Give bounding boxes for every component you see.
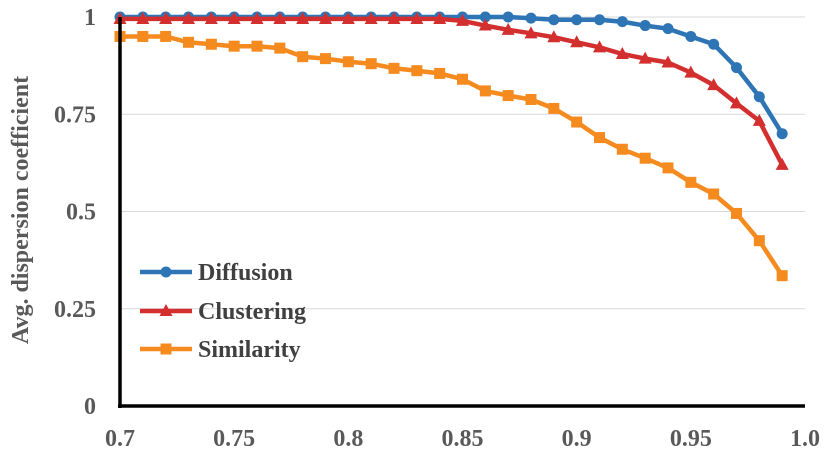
clustering-point — [250, 11, 264, 24]
diffusion-point — [753, 91, 765, 103]
diffusion-point — [639, 20, 651, 32]
y-axis-ticks: 0 0.25 0.5 0.75 1 — [54, 5, 96, 420]
clustering-point — [433, 11, 447, 24]
diffusion-point — [616, 16, 628, 28]
clustering-point — [501, 22, 515, 35]
clustering-point — [547, 30, 561, 43]
x-tick-label: 0.9 — [562, 426, 592, 452]
clustering-point — [524, 26, 538, 39]
clustering-point — [159, 11, 173, 24]
similarity-point — [662, 162, 674, 174]
similarity-point — [685, 176, 697, 188]
legend-clustering-marker — [159, 304, 173, 316]
clustering-point — [341, 11, 355, 24]
clustering-point — [387, 11, 401, 24]
y-axis-title: Avg. dispersion coefficient — [8, 76, 34, 344]
similarity-point — [205, 38, 217, 50]
similarity-point — [137, 30, 149, 42]
similarity-point — [571, 116, 583, 128]
clustering-point — [593, 40, 606, 53]
similarity-point — [457, 73, 468, 85]
similarity-line — [120, 34, 785, 277]
similarity-point — [320, 53, 331, 65]
similarity-point — [502, 90, 514, 102]
diffusion-point — [548, 14, 560, 26]
similarity-point — [388, 62, 400, 74]
diffusion-point — [502, 11, 514, 23]
similarity-point — [731, 207, 742, 219]
similarity-point — [183, 36, 194, 48]
diffusion-point — [776, 128, 788, 140]
diffusion-point — [662, 23, 674, 35]
clustering-point — [661, 55, 675, 68]
clustering-point — [204, 11, 218, 24]
diffusion-point — [708, 38, 720, 50]
similarity-point — [753, 235, 765, 247]
y-tick-label: 1 — [84, 5, 96, 31]
clustering-point — [456, 13, 469, 26]
legend-similarity-marker — [160, 343, 172, 355]
similarity-point — [297, 51, 309, 63]
diffusion-point — [731, 62, 742, 74]
similarity-point — [342, 56, 354, 68]
x-tick-label: 0.8 — [333, 426, 363, 452]
clustering-point — [570, 35, 584, 48]
similarity-point — [274, 42, 286, 54]
clustering-point — [364, 11, 378, 24]
diffusion-point — [685, 30, 697, 42]
diffusion-point — [525, 12, 537, 24]
axes — [118, 17, 805, 408]
legend: Diffusion Clustering Similarity — [140, 260, 306, 363]
y-tick-label: 0.25 — [54, 297, 96, 323]
similarity-point — [411, 65, 423, 77]
x-tick-label: 0.75 — [213, 426, 255, 452]
diffusion-point — [479, 11, 491, 23]
clustering-point — [730, 96, 743, 109]
similarity-point — [525, 93, 537, 105]
legend-clustering-label: Clustering — [198, 299, 306, 325]
clustering-point — [615, 46, 629, 59]
clustering-point — [775, 157, 789, 170]
legend-diffusion-marker — [160, 266, 172, 278]
diffusion-point — [571, 14, 583, 26]
y-tick-label: 0.5 — [66, 200, 96, 226]
x-tick-label: 0.85 — [442, 426, 484, 452]
clustering-point — [478, 18, 492, 31]
similarity-point — [639, 152, 651, 164]
clustering-point — [182, 11, 195, 24]
x-tick-label: 0.95 — [670, 426, 712, 452]
similarity-point — [365, 58, 377, 70]
clustering-point — [752, 113, 766, 126]
clustering-point — [296, 11, 310, 24]
legend-diffusion-label: Diffusion — [198, 260, 293, 286]
diffusion-point — [594, 14, 605, 26]
legend-similarity-label: Similarity — [198, 337, 301, 363]
clustering-point — [707, 78, 721, 91]
y-tick-label: 0.75 — [54, 102, 96, 128]
similarity-point — [434, 67, 446, 79]
similarity-point — [228, 40, 240, 52]
clustering-point — [684, 65, 698, 78]
similarity-point — [479, 85, 491, 97]
x-tick-label: 1.0 — [790, 426, 820, 452]
clustering-point — [136, 11, 150, 24]
x-axis-ticks: 0.7 0.75 0.8 0.85 0.9 0.95 1.0 — [105, 426, 820, 452]
y-tick-label: 0 — [84, 394, 96, 420]
x-tick-label: 0.7 — [105, 426, 135, 452]
similarity-point — [616, 143, 628, 155]
clustering-line — [120, 16, 785, 166]
similarity-point — [776, 270, 788, 282]
clustering-point — [273, 11, 287, 24]
clustering-point — [227, 11, 241, 24]
similarity-point — [160, 30, 172, 42]
similarity-point — [594, 132, 605, 144]
similarity-point — [708, 188, 720, 200]
series-group — [113, 11, 789, 282]
similarity-point — [548, 102, 560, 114]
clustering-point — [638, 51, 652, 64]
clustering-point — [410, 11, 424, 24]
clustering-point — [319, 11, 332, 24]
similarity-point — [251, 40, 263, 52]
